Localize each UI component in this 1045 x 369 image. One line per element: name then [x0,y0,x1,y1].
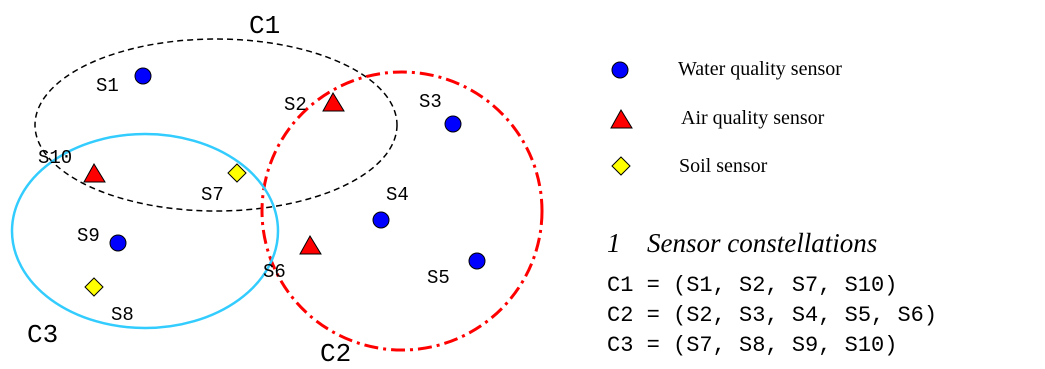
sensor-s1-label: S1 [96,75,119,97]
legend-soil-icon [611,156,631,176]
sensor-s3-water-icon [444,115,462,133]
sensor-s6-label: S6 [263,261,286,283]
constellations-heading: 1 Sensor constellations [607,228,877,259]
cluster-c2-label: C2 [320,339,351,364]
legend-air-icon [610,109,633,129]
sensor-s8-soil-icon [84,277,104,297]
constellation-c2-definition: C2 = (S2, S3, S4, S5, S6) [607,303,938,328]
legend-air-label: Air quality sensor [681,107,825,129]
constellations-heading-number: 1 [607,228,621,258]
legend-water-icon [611,61,629,79]
sensor-s7-soil-icon [227,163,247,183]
sensor-s4-label: S4 [386,184,409,206]
cluster-c3-ellipse [10,132,280,330]
cluster-c2-ellipse [260,70,544,352]
sensor-s4-water-icon [372,211,390,229]
sensor-s8-label: S8 [111,304,134,326]
sensor-s7-label: S7 [201,184,224,206]
sensor-s5-label: S5 [427,267,450,289]
sensor-s6-air-icon [299,235,322,255]
cluster-c1-ellipse [34,38,398,212]
cluster-c1-label: C1 [249,11,280,41]
legend-soil-label: Soil sensor [679,155,768,177]
constellation-c3-definition: C3 = (S7, S8, S9, S10) [607,333,898,358]
sensor-s1-water-icon [134,67,152,85]
sensor-s10-air-icon [83,163,106,183]
cluster-c3-label: C3 [27,320,58,350]
sensor-s9-label: S9 [77,225,100,247]
sensor-s9-water-icon [109,234,127,252]
constellation-c1-definition: C1 = (S1, S2, S7, S10) [607,273,898,298]
sensor-s3-label: S3 [419,91,442,113]
sensor-s2-label: S2 [284,94,307,116]
constellations-heading-text: Sensor constellations [647,228,878,258]
sensor-s5-water-icon [468,252,486,270]
sensor-s10-label: S10 [38,147,72,169]
sensor-s2-air-icon [322,92,345,112]
legend-water-label: Water quality sensor [678,58,842,80]
